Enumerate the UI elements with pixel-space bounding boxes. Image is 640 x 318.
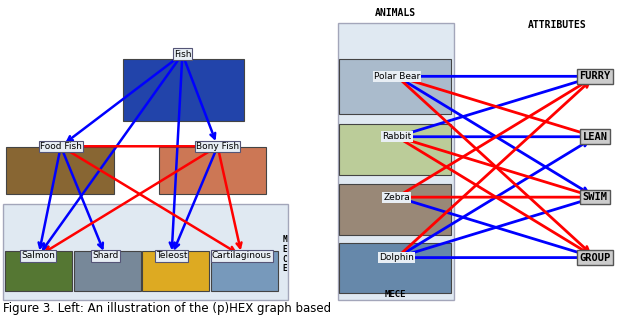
FancyBboxPatch shape xyxy=(339,184,451,235)
Text: Dolphin: Dolphin xyxy=(380,253,414,262)
FancyBboxPatch shape xyxy=(339,124,451,175)
FancyBboxPatch shape xyxy=(142,251,209,291)
Text: Salmon: Salmon xyxy=(22,252,55,260)
FancyBboxPatch shape xyxy=(5,251,72,291)
Text: Polar Bear: Polar Bear xyxy=(374,72,420,81)
Text: Zebra: Zebra xyxy=(383,193,410,202)
FancyBboxPatch shape xyxy=(159,147,266,194)
Text: ATTRIBUTES: ATTRIBUTES xyxy=(527,20,586,31)
Text: M
E
C
E: M E C E xyxy=(282,235,287,273)
FancyBboxPatch shape xyxy=(339,59,451,114)
FancyBboxPatch shape xyxy=(123,59,244,121)
Text: Food Fish: Food Fish xyxy=(40,142,82,151)
Text: LEAN: LEAN xyxy=(582,132,608,142)
Text: SWIM: SWIM xyxy=(582,192,608,202)
Text: Bony Fish: Bony Fish xyxy=(196,142,239,151)
Text: Cartilaginous: Cartilaginous xyxy=(212,252,272,260)
Text: Shard: Shard xyxy=(92,252,119,260)
FancyBboxPatch shape xyxy=(6,147,114,194)
Text: MECE: MECE xyxy=(385,290,406,299)
Text: ANIMALS: ANIMALS xyxy=(375,8,416,18)
Text: Figure 3. Left: An illustration of the (p)HEX graph based: Figure 3. Left: An illustration of the (… xyxy=(3,302,332,315)
FancyBboxPatch shape xyxy=(339,243,451,293)
FancyBboxPatch shape xyxy=(338,23,454,300)
FancyBboxPatch shape xyxy=(3,204,288,300)
Text: FURRY: FURRY xyxy=(580,71,611,81)
Text: GROUP: GROUP xyxy=(580,252,611,263)
FancyBboxPatch shape xyxy=(74,251,141,291)
Text: Rabbit: Rabbit xyxy=(382,132,412,141)
Text: Fish: Fish xyxy=(173,50,191,59)
FancyBboxPatch shape xyxy=(211,251,278,291)
Text: Teleost: Teleost xyxy=(156,252,188,260)
